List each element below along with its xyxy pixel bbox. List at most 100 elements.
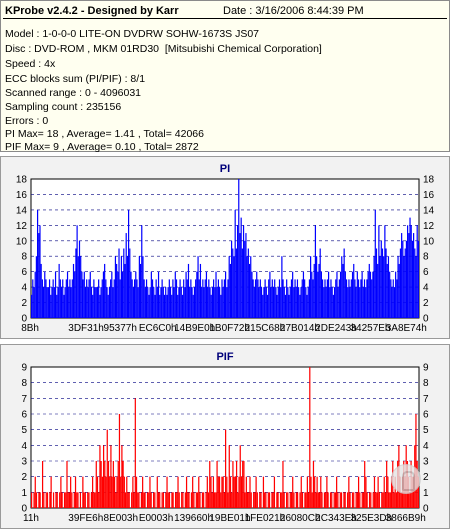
pif-bar xyxy=(98,492,100,508)
pif-bar xyxy=(359,492,361,508)
pif-bar xyxy=(181,492,183,508)
pi-bar xyxy=(235,248,237,318)
pif-bar xyxy=(113,476,116,508)
pif-bar xyxy=(74,476,77,508)
pif-bar xyxy=(327,492,329,508)
info-sampling-count: Sampling count : 235156 xyxy=(5,101,122,113)
pi-x-tick-label: 215C68h xyxy=(245,323,286,334)
pi-bar xyxy=(379,256,381,318)
pi-bar xyxy=(44,271,46,318)
pif-bar xyxy=(154,492,156,508)
pi-bar xyxy=(38,233,40,318)
pi-bar xyxy=(57,287,59,318)
pif-bar xyxy=(167,492,169,508)
pi-bar xyxy=(76,225,78,318)
pi-bar xyxy=(50,294,52,318)
pi-bar xyxy=(156,287,158,318)
pif-bar xyxy=(133,492,135,508)
pi-bar xyxy=(258,287,260,318)
pif-bar xyxy=(120,476,122,508)
pif-bar xyxy=(222,476,224,508)
pi-bar xyxy=(408,233,410,318)
pi-bar xyxy=(263,287,265,318)
pi-bar xyxy=(63,294,65,318)
pif-bar xyxy=(121,445,123,508)
pi-bar xyxy=(270,287,272,318)
pi-bar xyxy=(322,279,324,318)
pif-bar xyxy=(124,492,127,508)
pi-bar xyxy=(233,256,235,318)
pif-bar xyxy=(115,492,117,508)
pi-bar xyxy=(282,279,284,318)
pif-y-tick-label: 5 xyxy=(21,425,27,436)
pi-bar xyxy=(357,279,360,318)
pi-bar xyxy=(31,294,33,318)
pif-bar xyxy=(159,492,161,508)
pif-bar xyxy=(165,492,167,508)
pi-bar xyxy=(393,287,396,318)
pif-bar xyxy=(182,492,184,508)
pif-bar xyxy=(389,492,391,508)
pif-bar xyxy=(240,476,243,508)
pif-bar xyxy=(242,461,244,508)
pi-bar xyxy=(89,271,91,318)
pi-bar xyxy=(96,287,99,318)
pif-bar xyxy=(366,492,368,508)
pif-bar xyxy=(228,445,230,508)
title-divider xyxy=(3,18,447,19)
pi-bar xyxy=(371,279,373,318)
pi-bar xyxy=(187,263,190,318)
pif-bar xyxy=(331,492,333,508)
pi-x-tick-label: 14B9E0h xyxy=(174,323,215,334)
pi-bar xyxy=(245,233,247,318)
pif-bar xyxy=(135,476,138,508)
pi-bar xyxy=(125,233,127,318)
pif-bar xyxy=(239,445,241,508)
pi-bar xyxy=(271,279,273,318)
pif-y-tick-label-right: 9 xyxy=(423,363,429,374)
pif-bar xyxy=(340,492,343,508)
pi-bar xyxy=(108,287,111,318)
pif-x-tick-label: 39FE6h xyxy=(68,513,103,524)
pi-bar xyxy=(276,294,278,318)
pi-bar xyxy=(386,263,388,318)
pi-bar xyxy=(391,287,393,318)
pi-bar xyxy=(314,225,317,318)
pi-y-tick-label-right: 0 xyxy=(423,314,429,325)
pif-bar xyxy=(122,461,124,508)
pi-bar xyxy=(399,248,402,318)
pi-bar xyxy=(145,279,148,318)
pi-bar xyxy=(257,279,259,318)
pif-bar xyxy=(412,476,415,508)
pif-bar xyxy=(248,492,250,508)
pif-bar xyxy=(83,492,85,508)
pi-bar xyxy=(33,287,35,318)
pif-bar xyxy=(326,476,328,508)
pif-bar xyxy=(63,492,66,508)
pif-y-tick-label-right: 3 xyxy=(423,457,429,468)
pif-bar xyxy=(334,492,337,508)
pif-bar xyxy=(134,398,136,508)
pi-bar xyxy=(159,294,161,318)
pi-bar xyxy=(124,263,126,318)
pif-x-tick-label: 1FE021h xyxy=(245,513,286,524)
pi-bar xyxy=(240,217,242,318)
pi-bar xyxy=(365,287,367,318)
pif-bar xyxy=(339,492,341,508)
pif-bar xyxy=(357,476,360,508)
pi-bar xyxy=(410,225,412,318)
pif-bar xyxy=(347,492,349,508)
pi-bar xyxy=(161,279,163,318)
pi-bar xyxy=(337,287,339,318)
pif-bar xyxy=(172,492,174,508)
pi-bar xyxy=(387,256,390,318)
pif-bar xyxy=(348,476,350,508)
pi-bar xyxy=(415,256,417,318)
pif-bar xyxy=(146,492,149,508)
pi-bar xyxy=(356,271,358,318)
pi-bar xyxy=(130,271,132,318)
pi-bar xyxy=(367,271,369,318)
pi-bar xyxy=(313,263,315,318)
pi-bar xyxy=(214,287,216,318)
pif-bar xyxy=(212,476,215,508)
